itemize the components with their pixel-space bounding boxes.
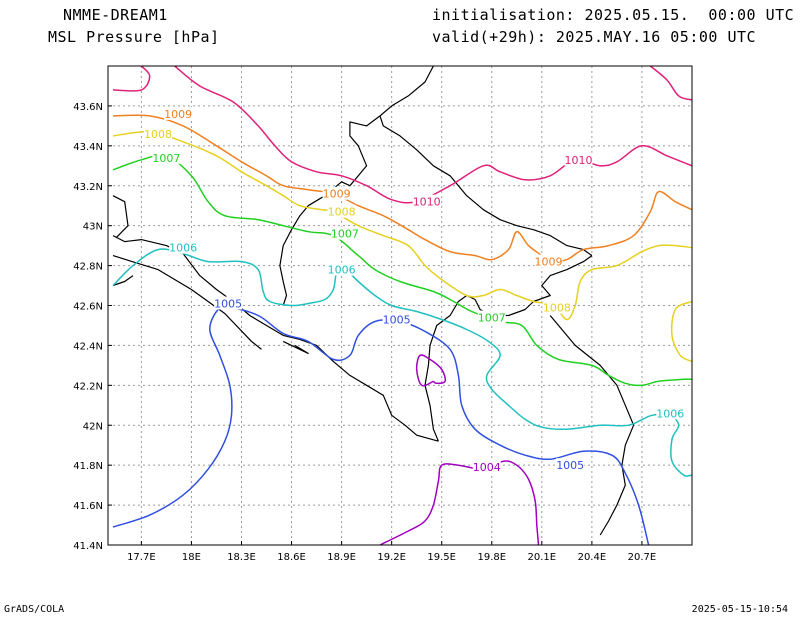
isobar-label-1010: 1010 bbox=[413, 196, 441, 209]
isobar-1010 bbox=[174, 66, 692, 204]
isobar-label-bg bbox=[214, 296, 243, 310]
border-line bbox=[282, 340, 309, 354]
isobar-1010 bbox=[649, 66, 692, 101]
isobar-label-1007: 1007 bbox=[331, 228, 359, 241]
isobar-1005 bbox=[112, 305, 650, 545]
x-tick-label: 17.7E bbox=[127, 552, 156, 563]
isobar-label-1006: 1006 bbox=[328, 264, 356, 277]
x-tick-label: 18E bbox=[182, 552, 201, 563]
isobar-label-bg bbox=[656, 406, 685, 420]
isobar-label-bg bbox=[556, 458, 585, 472]
x-tick-label: 19.8E bbox=[477, 552, 506, 563]
isobar-label-bg bbox=[534, 254, 563, 268]
isobar-label-1006: 1006 bbox=[169, 242, 197, 255]
isobar-label-bg bbox=[564, 152, 593, 166]
x-axis-ticks: 17.7E 18E 18.3E 18.6E 18.9E 19.2E 19.5E 19.8E 20… bbox=[127, 541, 656, 563]
isobar-label-1009: 1009 bbox=[535, 256, 563, 269]
isobar-1006 bbox=[112, 248, 673, 431]
isobar-label-bg bbox=[322, 186, 351, 200]
y-tick-label: 42.4N bbox=[73, 341, 103, 352]
isobar-label-bg bbox=[169, 240, 198, 254]
y-tick-label: 42.8N bbox=[73, 262, 103, 273]
isobar-label-bg bbox=[144, 126, 173, 140]
border-line bbox=[424, 255, 593, 442]
isobar-label-bg bbox=[327, 262, 356, 276]
y-tick-label: 41.4N bbox=[73, 541, 103, 552]
x-tick-label: 18.9E bbox=[327, 552, 356, 563]
y-tick-label: 42.2N bbox=[73, 381, 103, 392]
border-line bbox=[549, 315, 635, 536]
variable-title: MSL Pressure [hPa] bbox=[48, 28, 220, 46]
x-tick-label: 18.3E bbox=[227, 552, 256, 563]
isobar-1006 bbox=[670, 414, 692, 477]
isobar-label-1009: 1009 bbox=[323, 188, 351, 201]
isobar-label-bg bbox=[152, 150, 181, 164]
x-tick-label: 19.2E bbox=[377, 552, 406, 563]
isobar-label-1007: 1007 bbox=[478, 311, 506, 324]
isobar-label-1010: 1010 bbox=[565, 154, 593, 167]
isobar-label-1005: 1005 bbox=[383, 313, 411, 326]
country-boundaries bbox=[112, 66, 635, 536]
y-axis-ticks: 41.4N 41.6N 41.8N 42N 42.2N 42.4N 42.6N 42.8N 43… bbox=[73, 102, 112, 552]
isobar-labels: 1004 1005 1005 1005 1006 1006 1006 1007 1007 1007… bbox=[144, 106, 685, 474]
y-tick-label: 43.6N bbox=[73, 102, 103, 113]
isobar-1009 bbox=[112, 114, 692, 263]
y-tick-label: 43.2N bbox=[73, 182, 103, 193]
isobar-1010 bbox=[112, 66, 151, 92]
y-tick-label: 42N bbox=[83, 421, 103, 432]
y-tick-label: 43.4N bbox=[73, 142, 103, 153]
x-tick-label: 19.5E bbox=[427, 552, 456, 563]
y-tick-label: 42.6N bbox=[73, 302, 103, 313]
border-line bbox=[112, 235, 439, 442]
grid-lines bbox=[108, 66, 692, 546]
isobar-label-bg bbox=[330, 226, 359, 240]
y-tick-label: 41.6N bbox=[73, 501, 103, 512]
isobar-label-1005: 1005 bbox=[556, 459, 584, 472]
model-title: NMME-DREAM1 bbox=[63, 6, 168, 24]
isobar-label-bg bbox=[382, 312, 411, 326]
x-tick-label: 20.7E bbox=[628, 552, 657, 563]
isobar-1008 bbox=[670, 300, 692, 363]
isobar-label-1008: 1008 bbox=[328, 206, 356, 219]
isobar-1007 bbox=[112, 154, 692, 387]
isobar-label-1008: 1008 bbox=[144, 128, 172, 141]
isobar-label-1004: 1004 bbox=[473, 461, 501, 474]
isobar-label-bg bbox=[327, 204, 356, 218]
isobar-label-bg bbox=[472, 460, 501, 474]
isobar-label-1009: 1009 bbox=[164, 108, 192, 121]
isobar-label-1006: 1006 bbox=[656, 407, 684, 420]
isobar-1004 bbox=[379, 460, 540, 545]
render-timestamp: 2025-05-15-10:54 bbox=[691, 604, 788, 615]
isobar-label-bg bbox=[412, 194, 441, 208]
isobar-label-bg bbox=[477, 310, 506, 324]
x-tick-label: 18.6E bbox=[277, 552, 306, 563]
isobar-label-bg bbox=[542, 300, 571, 314]
isobar-label-1008: 1008 bbox=[543, 301, 571, 314]
isobar-label-1005: 1005 bbox=[214, 298, 242, 311]
border-line bbox=[112, 255, 262, 350]
border-line bbox=[112, 195, 129, 239]
x-tick-label: 20.1E bbox=[528, 552, 557, 563]
border-line bbox=[112, 275, 134, 287]
isobar-1008 bbox=[112, 131, 692, 321]
grads-credit: GrADS/COLA bbox=[4, 604, 65, 615]
isobar-label-1007: 1007 bbox=[152, 152, 180, 165]
border-line bbox=[379, 66, 593, 257]
y-tick-label: 43N bbox=[83, 222, 103, 233]
valid-time: valid(+29h): 2025.MAY.16 05:00 UTC bbox=[432, 28, 757, 46]
isobar-1004 bbox=[415, 354, 447, 387]
y-tick-label: 41.8N bbox=[73, 461, 103, 472]
x-tick-label: 20.4E bbox=[578, 552, 607, 563]
isobar-label-bg bbox=[164, 106, 193, 120]
initialisation-time: initialisation: 2025.05.15. 00:00 UTC bbox=[432, 6, 795, 24]
